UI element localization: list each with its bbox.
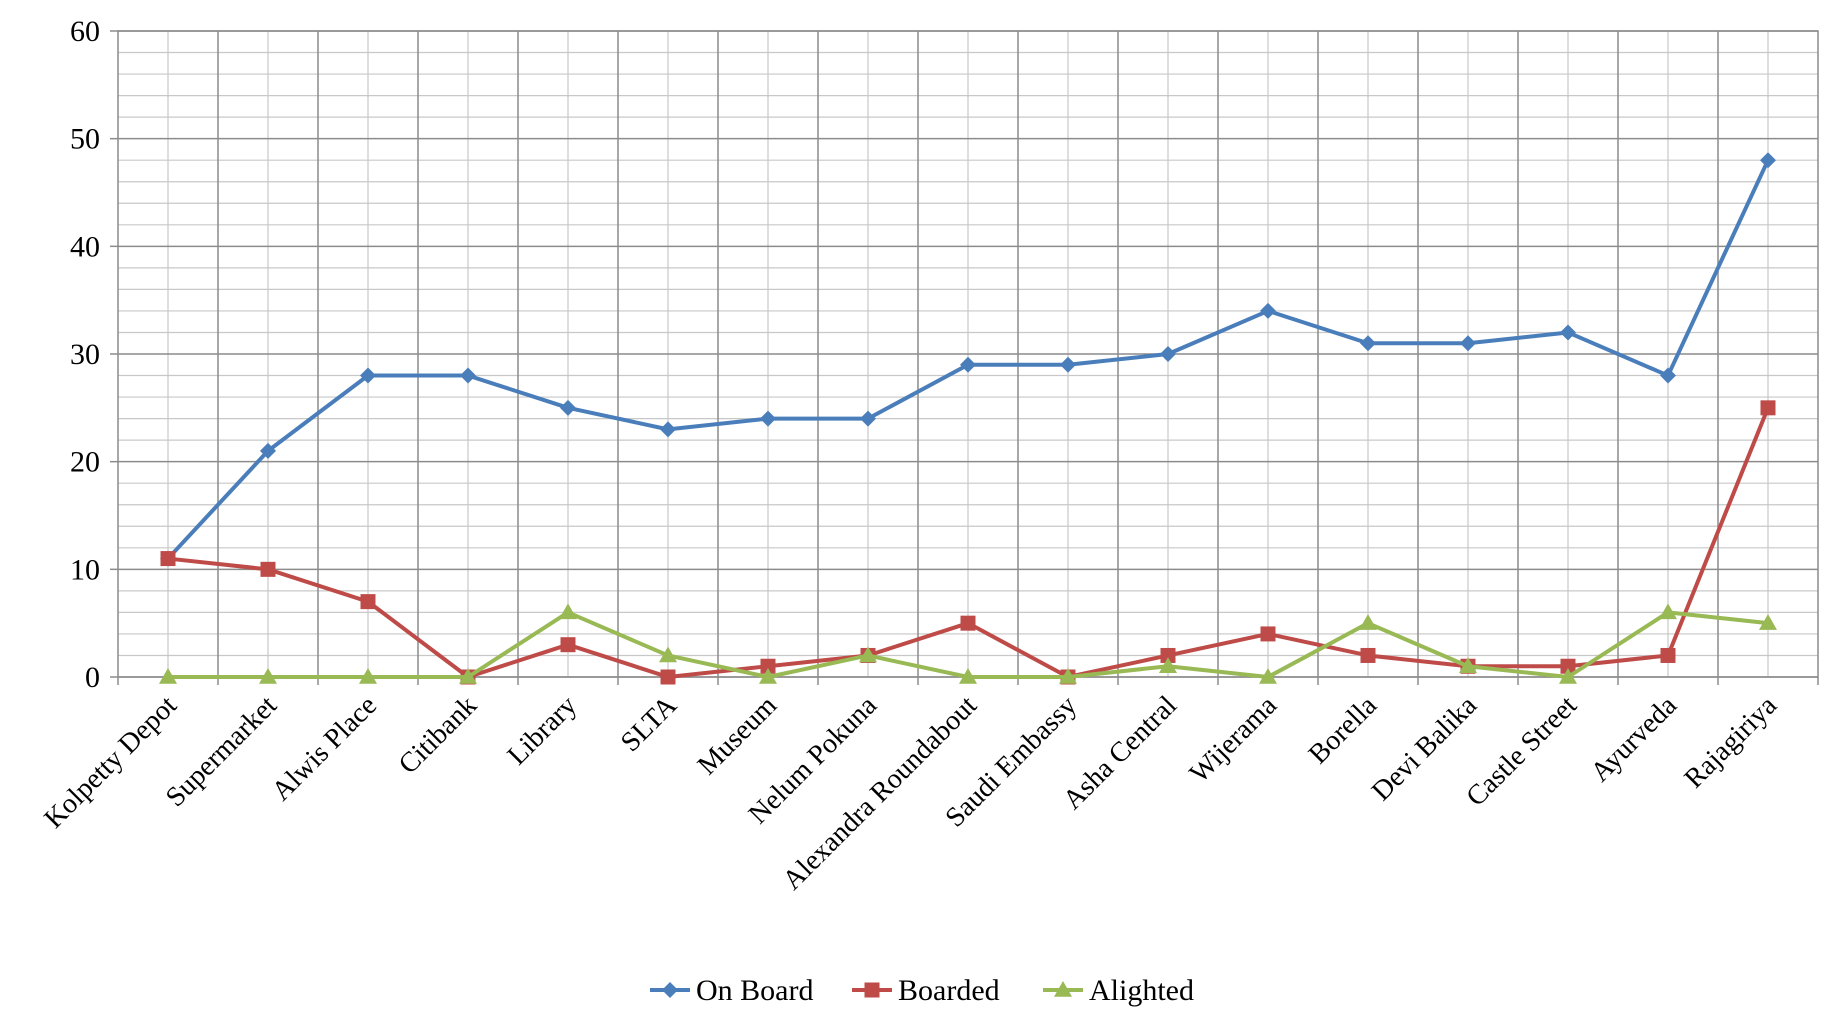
legend-item-on-board: On Board xyxy=(650,974,813,1007)
x-tick-label: Borella xyxy=(1303,690,1384,771)
legend-label-on-board: On Board xyxy=(696,974,813,1007)
boarded-point xyxy=(960,615,976,631)
alighted-point xyxy=(359,668,377,684)
y-tick-label: 30 xyxy=(70,338,100,371)
on-board-point xyxy=(260,442,276,459)
alighted-point xyxy=(1259,668,1277,684)
alighted-point xyxy=(1359,614,1377,630)
legend-marker-boarded xyxy=(864,982,880,998)
on-board-point xyxy=(1760,152,1776,169)
x-tick-label: Library xyxy=(502,690,583,771)
y-tick-label: 20 xyxy=(70,446,100,479)
on-board-point xyxy=(1660,367,1676,384)
alighted-point xyxy=(1759,614,1777,630)
alighted-point xyxy=(1159,657,1177,673)
y-tick-label: 10 xyxy=(70,553,100,586)
boarded-point xyxy=(1660,647,1676,663)
boarded-point xyxy=(1260,626,1276,642)
on-board-point xyxy=(760,410,776,427)
alighted-point xyxy=(259,668,277,684)
alighted-point xyxy=(159,668,177,684)
alighted-point xyxy=(659,646,677,663)
x-tick-label: Alwis Place xyxy=(266,690,383,807)
x-tick-label: Alexandra Roundabout xyxy=(777,690,983,896)
on-board-point xyxy=(560,399,576,416)
legend: On Board Boarded Alighted xyxy=(650,974,1194,1007)
y-tick-label: 60 xyxy=(70,15,100,48)
boarded-point xyxy=(360,594,376,610)
y-tick-label: 50 xyxy=(70,123,100,156)
series-layer xyxy=(159,152,1777,685)
legend-marker-alighted xyxy=(1054,981,1072,997)
legend-marker-on-board xyxy=(662,982,678,998)
boarded-point xyxy=(1360,647,1376,663)
boarded-point xyxy=(160,551,176,567)
on-board-point xyxy=(860,410,876,427)
x-tick-label: Rajagiriya xyxy=(1679,690,1784,795)
boarded-point xyxy=(1760,400,1776,416)
on-board-point xyxy=(1360,335,1376,352)
legend-label-boarded: Boarded xyxy=(898,974,1000,1007)
on-board-point xyxy=(460,367,476,384)
boarded-point xyxy=(260,561,276,577)
alighted-point xyxy=(759,668,777,684)
on-board-point xyxy=(1260,302,1276,319)
alighted-point xyxy=(1059,668,1077,684)
alighted-point xyxy=(1559,668,1577,684)
on-board-point xyxy=(1160,346,1176,362)
on-board-point xyxy=(1460,335,1476,352)
on-board-point xyxy=(1060,356,1076,373)
x-tick-label: Citibank xyxy=(393,690,483,780)
alighted-point xyxy=(959,668,977,684)
legend-label-alighted: Alighted xyxy=(1089,974,1194,1007)
alighted-point xyxy=(1659,603,1677,620)
x-tick-label: Kolpetty Depot xyxy=(38,690,183,835)
alighted-point xyxy=(1459,657,1477,673)
y-tick-label: 40 xyxy=(70,230,100,263)
legend-item-alighted: Alighted xyxy=(1043,974,1194,1007)
alighted-point xyxy=(559,603,577,620)
x-tick-label: SLTA xyxy=(615,689,684,758)
alighted-point xyxy=(459,668,477,684)
on-board-point xyxy=(660,421,676,438)
grid-layer xyxy=(117,30,1819,678)
on-board-point xyxy=(360,367,376,384)
boarded-point xyxy=(1160,647,1176,663)
boarded-point xyxy=(560,637,576,653)
y-tick-label: 0 xyxy=(85,661,100,694)
on-board-point xyxy=(960,356,976,373)
x-tick-label: Museum xyxy=(692,690,783,781)
x-tick-label: Wijerama xyxy=(1184,690,1284,790)
series-on-board xyxy=(160,152,1776,567)
boarded-point xyxy=(1560,658,1576,674)
series-alighted xyxy=(159,603,1777,684)
boarded-point xyxy=(660,669,676,685)
x-tick-label: Ayurveda xyxy=(1585,690,1684,789)
series-boarded xyxy=(160,400,1776,685)
boarded-point xyxy=(760,658,776,674)
on-board-point xyxy=(1560,324,1576,341)
alighted-point xyxy=(859,646,877,663)
legend-item-boarded: Boarded xyxy=(852,974,1000,1007)
